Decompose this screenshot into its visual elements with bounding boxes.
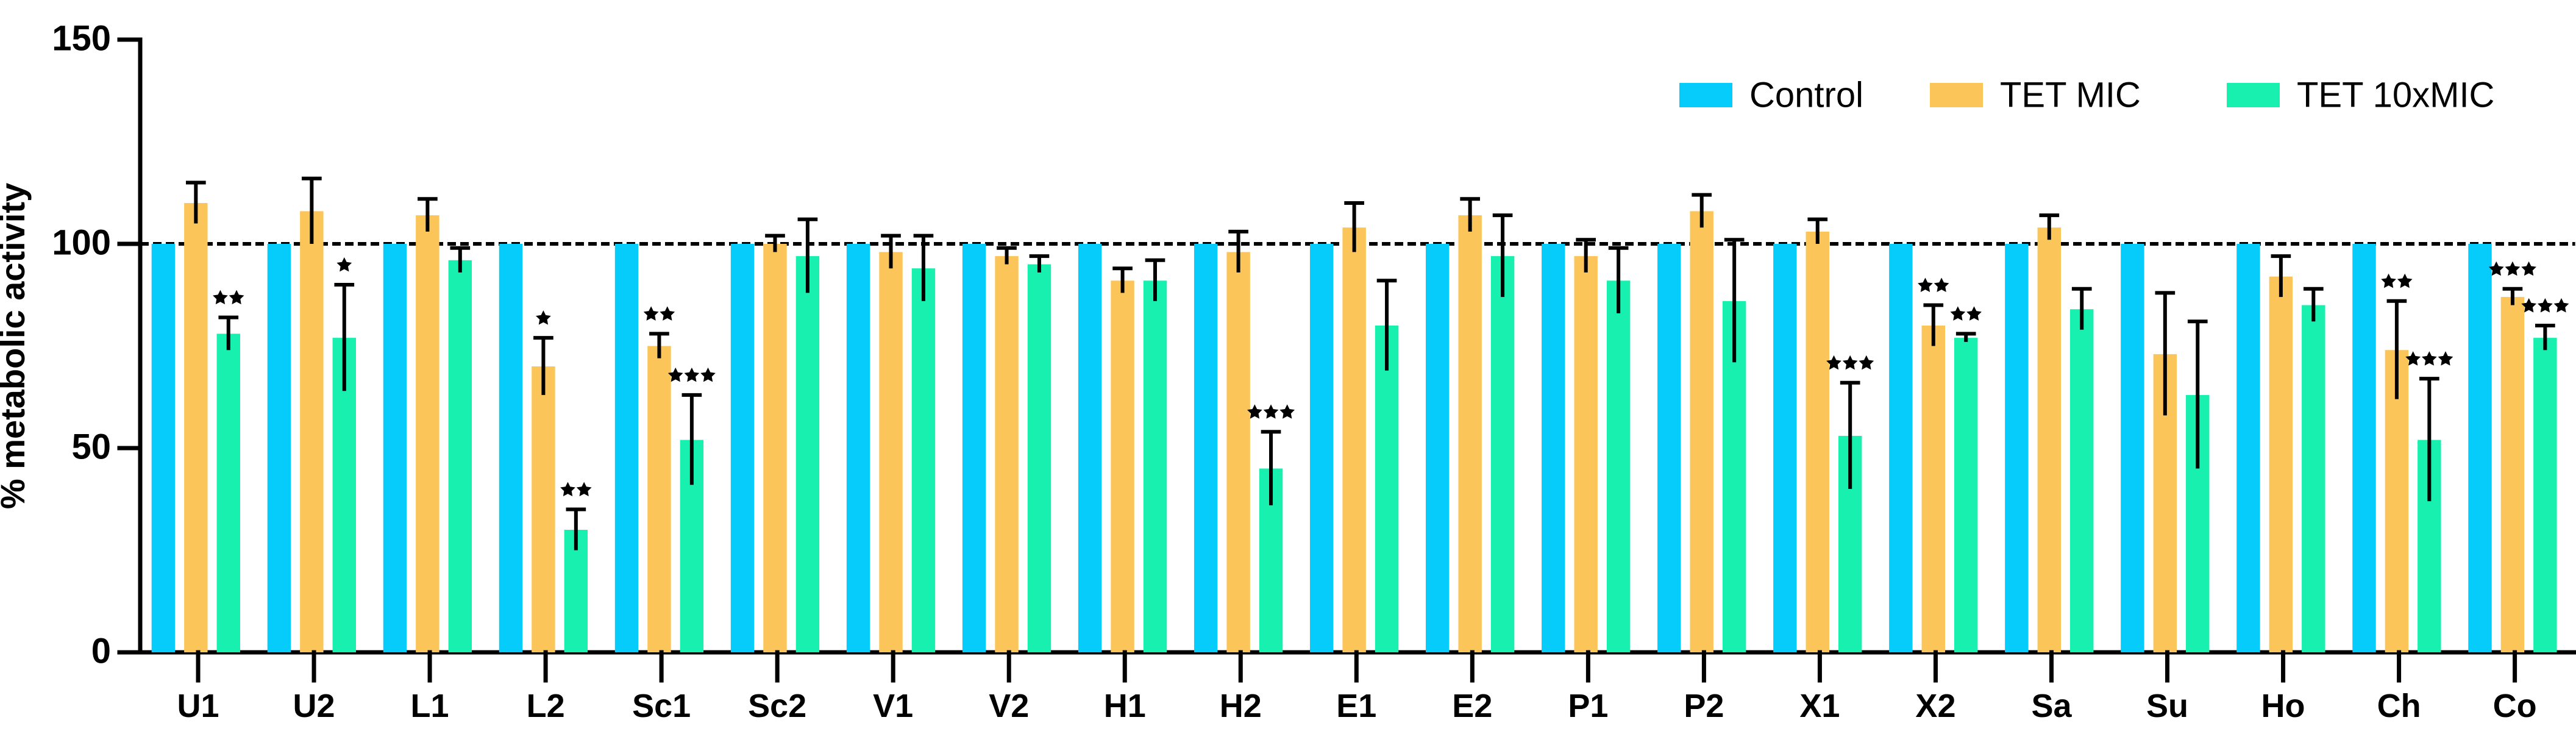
svg-text:TET MIC: TET MIC bbox=[2000, 75, 2141, 115]
svg-text:P1: P1 bbox=[1568, 688, 1608, 724]
svg-text:0: 0 bbox=[91, 631, 111, 671]
svg-text:V1: V1 bbox=[873, 688, 913, 724]
svg-text:H2: H2 bbox=[1220, 688, 1262, 724]
svg-text:Su: Su bbox=[2146, 688, 2188, 724]
svg-text:TET 10xMIC: TET 10xMIC bbox=[2297, 75, 2494, 115]
svg-text:V2: V2 bbox=[989, 688, 1029, 724]
svg-text:U1: U1 bbox=[177, 688, 219, 724]
svg-text:U2: U2 bbox=[293, 688, 335, 724]
svg-text:L2: L2 bbox=[527, 688, 565, 724]
svg-text:% metabolic activity: % metabolic activity bbox=[0, 183, 32, 509]
svg-text:Sc2: Sc2 bbox=[748, 688, 806, 724]
svg-text:Sa: Sa bbox=[2031, 688, 2072, 724]
svg-text:X1: X1 bbox=[1799, 688, 1840, 724]
svg-text:Ch: Ch bbox=[2377, 688, 2421, 724]
svg-text:P2: P2 bbox=[1684, 688, 1724, 724]
svg-text:Control: Control bbox=[1749, 75, 1863, 115]
svg-text:150: 150 bbox=[52, 18, 111, 58]
svg-text:Co: Co bbox=[2493, 688, 2537, 724]
svg-text:H1: H1 bbox=[1104, 688, 1146, 724]
svg-text:E1: E1 bbox=[1336, 688, 1376, 724]
svg-text:L1: L1 bbox=[411, 688, 449, 724]
svg-text:Sc1: Sc1 bbox=[632, 688, 691, 724]
svg-text:Ho: Ho bbox=[2261, 688, 2305, 724]
svg-text:E2: E2 bbox=[1452, 688, 1492, 724]
svg-text:X2: X2 bbox=[1915, 688, 1955, 724]
svg-text:100: 100 bbox=[52, 223, 111, 262]
svg-text:50: 50 bbox=[71, 427, 111, 466]
